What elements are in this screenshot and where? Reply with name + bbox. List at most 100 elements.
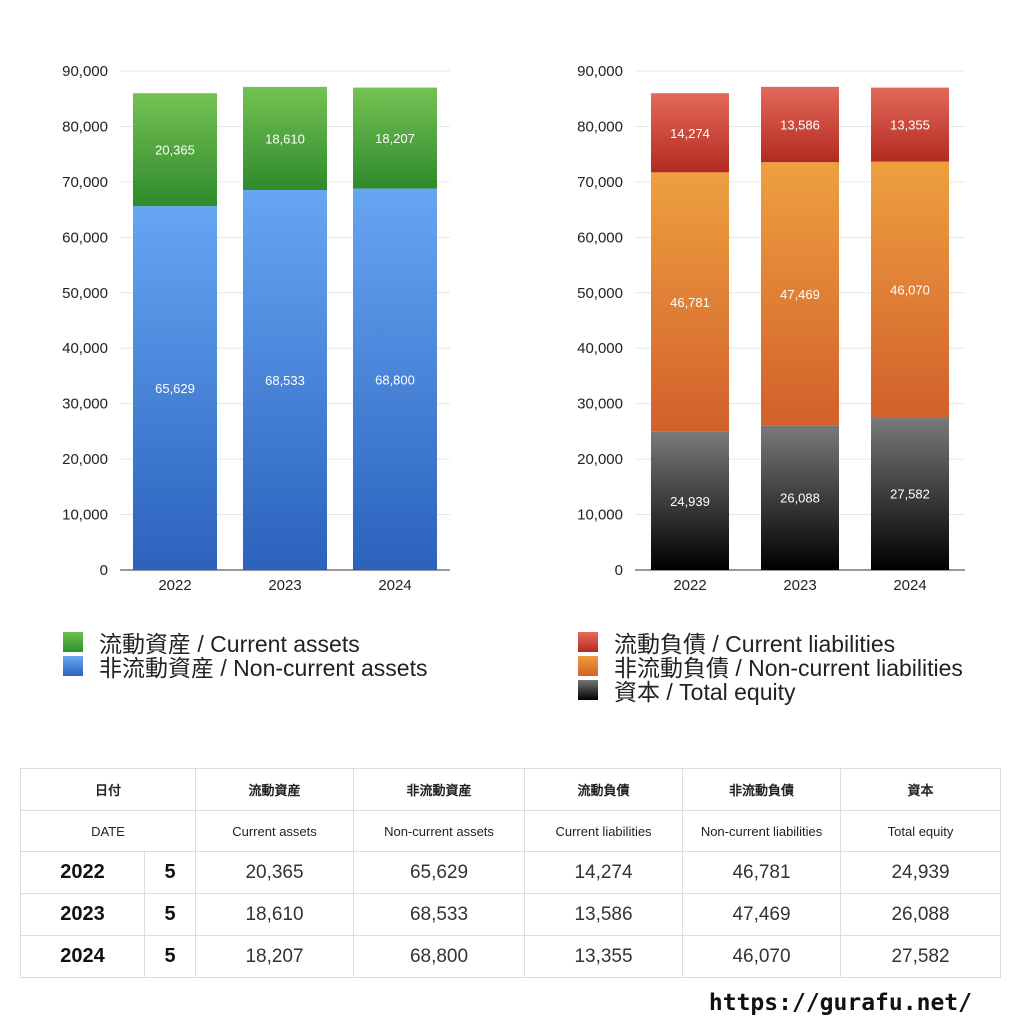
table-header-total-equity-en: Total equity <box>840 810 1002 852</box>
table-header-current-assets-en: Current assets <box>195 810 355 852</box>
bar-segment-noncurrent-assets <box>243 190 327 570</box>
data-label: 65,629 <box>155 381 195 396</box>
data-label: 14,274 <box>670 126 710 141</box>
site-url[interactable]: https://gurafu.net/ <box>708 990 972 1016</box>
data-label: 68,800 <box>375 372 415 387</box>
data-label: 46,070 <box>890 282 930 297</box>
table-header-current-liabilities-en: Current liabilities <box>524 810 684 852</box>
legend-item-total-equity: 資本 / Total equity <box>578 678 963 705</box>
y-tick-label: 70,000 <box>577 174 623 191</box>
table-cell-current-liabilities: 13,355 <box>524 935 684 978</box>
table-cell-current-assets: 18,207 <box>195 935 355 978</box>
x-tick-label: 2022 <box>158 577 191 594</box>
y-tick-label: 60,000 <box>577 229 623 246</box>
bar-segment-noncurrent-liabilities <box>761 162 839 426</box>
legend-swatch-total-equity <box>578 680 598 700</box>
table-header-date-en: DATE <box>19 810 197 852</box>
table-row: 2023 5 18,610 68,533 13,586 47,469 26,08… <box>20 893 1002 936</box>
data-label: 18,610 <box>265 131 305 146</box>
table-cell-noncurrent-liabilities: 47,469 <box>682 893 842 936</box>
data-label: 27,582 <box>890 487 930 502</box>
table-cell-current-liabilities: 14,274 <box>524 851 684 894</box>
y-tick-label: 90,000 <box>577 63 623 80</box>
legend-swatch-current-liabilities <box>578 632 598 652</box>
data-label: 13,586 <box>780 118 820 133</box>
liabilities-legend: 流動負債 / Current liabilities 非流動負債 / Non-c… <box>578 630 963 705</box>
balance-sheet-table: 日付 流動資産 非流動資産 流動負債 非流動負債 資本 DATE Current… <box>19 768 1002 978</box>
bar-segment-current-assets <box>353 87 437 189</box>
y-tick-label: 90,000 <box>62 63 108 80</box>
table-header-total-equity-jp: 資本 <box>840 768 1002 811</box>
legend-item-noncurrent-assets: 非流動資産 / Non-current assets <box>63 654 427 681</box>
bar-segment-total-equity <box>651 431 729 570</box>
y-tick-label: 80,000 <box>62 118 108 135</box>
table-cell-year: 2024 <box>20 935 145 978</box>
table-cell-current-assets: 18,610 <box>195 893 355 936</box>
table-cell-year: 2023 <box>20 893 145 936</box>
x-tick-label: 2024 <box>893 577 926 594</box>
y-tick-label: 40,000 <box>62 340 108 357</box>
y-tick-label: 30,000 <box>62 396 108 413</box>
table-cell-noncurrent-liabilities: 46,070 <box>682 935 842 978</box>
bar-segment-noncurrent-liabilities <box>651 172 729 432</box>
bar-segment-current-liabilities <box>761 86 839 163</box>
x-tick-label: 2022 <box>673 577 706 594</box>
y-tick-label: 0 <box>100 562 108 579</box>
y-tick-label: 20,000 <box>577 451 623 468</box>
table-cell-month: 5 <box>143 851 197 894</box>
bar-segment-noncurrent-assets <box>353 188 437 570</box>
x-tick-label: 2024 <box>378 577 411 594</box>
bar-segment-total-equity <box>871 417 949 570</box>
table-cell-month: 5 <box>143 893 197 936</box>
table-row: 2024 5 18,207 68,800 13,355 46,070 27,58… <box>20 935 1002 978</box>
table-row: 2022 5 20,365 65,629 14,274 46,781 24,93… <box>20 851 1002 894</box>
table-cell-year: 2022 <box>20 851 145 894</box>
table-header-noncurrent-liabilities-en: Non-current liabilities <box>682 810 842 852</box>
y-tick-label: 0 <box>615 562 623 579</box>
data-label: 13,355 <box>890 118 930 133</box>
table-header-noncurrent-assets-en: Non-current assets <box>353 810 526 852</box>
table-cell-current-assets: 20,365 <box>195 851 355 894</box>
legend-label-noncurrent-liabilities: 非流動負債 / Non-current liabilities <box>614 655 963 681</box>
table-header-en: DATE Current assets Non-current assets C… <box>19 810 1002 852</box>
table-header-noncurrent-liabilities-jp: 非流動負債 <box>682 768 842 811</box>
table-cell-noncurrent-assets: 68,533 <box>353 893 526 936</box>
legend-item-current-assets: 流動資産 / Current assets <box>63 630 427 657</box>
table-cell-total-equity: 27,582 <box>840 935 1002 978</box>
data-label: 47,469 <box>780 287 820 302</box>
data-label: 26,088 <box>780 491 820 506</box>
legend-swatch-noncurrent-assets <box>63 656 83 676</box>
x-tick-label: 2023 <box>783 577 816 594</box>
legend-label-current-liabilities: 流動負債 / Current liabilities <box>614 631 896 657</box>
table-cell-noncurrent-assets: 65,629 <box>353 851 526 894</box>
y-tick-label: 40,000 <box>577 340 623 357</box>
table-header-current-liabilities-jp: 流動負債 <box>524 768 684 811</box>
data-label: 68,533 <box>265 373 305 388</box>
table-header-current-assets-jp: 流動資産 <box>195 768 355 811</box>
bar-segment-current-liabilities <box>871 87 949 162</box>
table-header-jp: 日付 流動資産 非流動資産 流動負債 非流動負債 資本 <box>19 768 1002 811</box>
y-tick-label: 50,000 <box>62 285 108 302</box>
y-tick-label: 70,000 <box>62 174 108 191</box>
table-cell-current-liabilities: 13,586 <box>524 893 684 936</box>
table-cell-total-equity: 24,939 <box>840 851 1002 894</box>
y-tick-label: 20,000 <box>62 451 108 468</box>
y-tick-label: 60,000 <box>62 229 108 246</box>
data-label: 24,939 <box>670 494 710 509</box>
table-cell-total-equity: 26,088 <box>840 893 1002 936</box>
y-tick-label: 80,000 <box>577 118 623 135</box>
y-tick-label: 10,000 <box>577 507 623 524</box>
bar-segment-total-equity <box>761 425 839 570</box>
y-tick-label: 50,000 <box>577 285 623 302</box>
legend-label-total-equity: 資本 / Total equity <box>614 679 796 705</box>
legend-swatch-current-assets <box>63 632 83 652</box>
table-cell-noncurrent-liabilities: 46,781 <box>682 851 842 894</box>
assets-chart: 0 10,000 20,000 30,000 40,000 50,000 60,000 70,… <box>62 63 450 594</box>
bar-segment-noncurrent-assets <box>133 206 217 570</box>
data-label: 46,781 <box>670 295 710 310</box>
y-tick-label: 30,000 <box>577 396 623 413</box>
x-tick-label: 2023 <box>268 577 301 594</box>
data-label: 20,365 <box>155 143 195 158</box>
table-header-date-jp: 日付 <box>19 768 197 811</box>
legend-label-noncurrent-assets: 非流動資産 / Non-current assets <box>99 655 428 681</box>
